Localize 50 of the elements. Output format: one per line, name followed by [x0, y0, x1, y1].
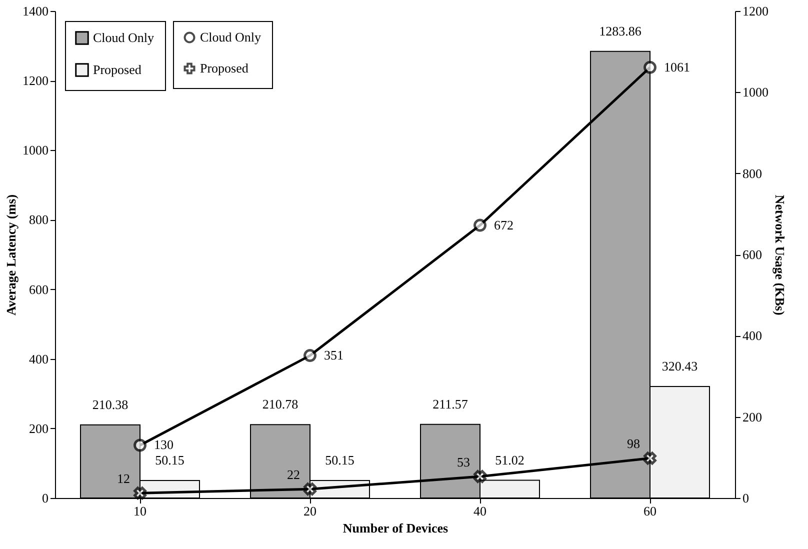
y2-tick-label: 0	[742, 490, 749, 506]
data-label: 672	[494, 217, 514, 232]
point	[474, 470, 486, 483]
x-tick-label: 10	[134, 504, 146, 518]
data-label: 1283.86	[599, 23, 642, 38]
point	[304, 349, 316, 362]
point	[134, 438, 146, 452]
point	[474, 218, 486, 232]
y-tick-label: 200	[29, 420, 48, 436]
data-label: 351	[324, 348, 344, 363]
y-tick-label: 1400	[22, 4, 48, 18]
y-tick-label: 600	[29, 282, 48, 297]
legend-label: Proposed	[93, 62, 142, 77]
y-tick-label: 800	[29, 212, 48, 228]
y2-axis-title: Network Usage (KBs)	[772, 194, 788, 316]
data-label: 12	[117, 471, 130, 486]
data-label: 320.43	[662, 358, 698, 374]
y2-tick-label: 800	[742, 166, 762, 181]
y2-tick-label: 1000	[742, 84, 768, 100]
data-label: 210.78	[262, 396, 298, 412]
y-axis-title: Average Latency (ms)	[4, 194, 18, 316]
legend-label: Cloud Only	[200, 30, 262, 44]
data-label: 50.15	[155, 452, 184, 468]
x-tick-label: 60	[644, 504, 656, 518]
y-tick-label: 0	[42, 490, 48, 506]
data-label: 53	[457, 454, 470, 470]
y-tick-label: 1200	[22, 73, 48, 88]
x-tick-label: 20	[304, 504, 316, 518]
legend-label: Cloud Only	[93, 30, 155, 45]
y2-tick-label: 600	[742, 247, 762, 262]
data-label: 130	[154, 437, 174, 452]
data-label: 22	[287, 467, 300, 482]
data-label: 51.02	[495, 452, 524, 468]
data-label: 211.57	[432, 396, 468, 412]
point	[134, 486, 146, 500]
x-axis-title: Number of Devices	[342, 520, 448, 536]
data-label: 98	[627, 436, 640, 452]
y-tick-label: 400	[29, 351, 48, 366]
point	[304, 482, 316, 496]
y-tick-label: 1000	[22, 142, 48, 158]
point	[644, 60, 656, 74]
data-label: 210.38	[92, 396, 128, 412]
y2-tick-label: 400	[742, 328, 762, 344]
legend-label: Proposed	[200, 60, 249, 76]
x-tick-label: 40	[474, 504, 486, 518]
data-label: 1061	[664, 59, 690, 74]
y2-tick-label: 1200	[742, 4, 768, 18]
data-label: 50.15	[325, 452, 354, 468]
point	[644, 452, 656, 465]
y2-tick-label: 200	[742, 409, 762, 424]
